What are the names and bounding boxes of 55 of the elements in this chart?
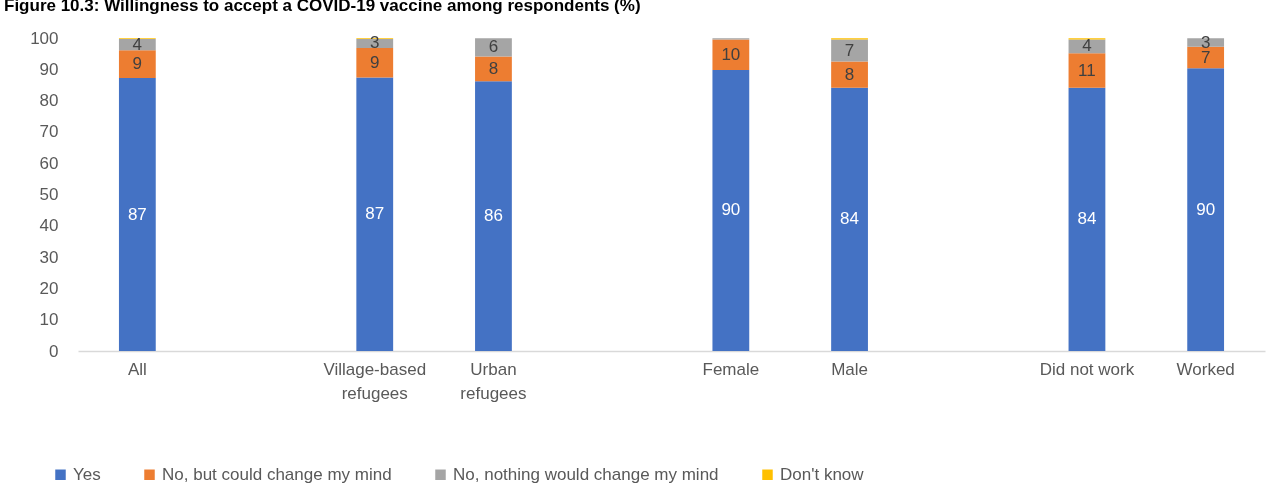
data-label: 6 — [488, 37, 499, 57]
bar — [831, 39, 868, 62]
bar — [1187, 46, 1225, 69]
y-tick-label: 0 — [49, 341, 59, 361]
bar — [356, 77, 394, 351]
legend-label: No, nothing would change my mind — [453, 464, 719, 484]
y-tick-label: 20 — [39, 278, 59, 298]
x-tick-label: Village-based refugees — [323, 359, 427, 403]
data-label: 87 — [127, 204, 147, 224]
bar — [1187, 68, 1225, 351]
data-label: 84 — [840, 209, 860, 229]
x-tick-label: Worked — [1176, 359, 1235, 379]
y-tick-label: 90 — [39, 59, 59, 79]
y-tick-label: 30 — [39, 247, 59, 267]
bar — [475, 81, 512, 351]
data-label: 90 — [721, 200, 741, 220]
bar — [1068, 53, 1106, 88]
data-label: 8 — [844, 64, 855, 84]
bar — [475, 56, 512, 82]
bar — [831, 87, 868, 351]
data-label: 86 — [483, 206, 503, 226]
bar — [712, 69, 750, 351]
bar — [1068, 87, 1106, 351]
y-tick-label: 100 — [30, 28, 59, 48]
data-label: 7 — [844, 40, 855, 60]
bar — [1187, 38, 1225, 47]
data-label: 4 — [132, 34, 143, 54]
legend-label: Don't know — [780, 464, 865, 484]
y-tick-label: 50 — [39, 185, 59, 204]
x-tick-label: Did not work — [1039, 359, 1135, 379]
y-tick-label: 60 — [39, 153, 59, 173]
bar — [118, 50, 156, 79]
y-tick-label: 40 — [39, 216, 59, 236]
data-label: 9 — [132, 54, 143, 74]
bar — [831, 61, 868, 88]
x-tick-label: All — [127, 359, 147, 379]
x-tick-label: Female — [702, 359, 760, 379]
y-tick-label: 10 — [39, 310, 59, 330]
data-label: 4 — [1082, 36, 1092, 56]
data-label: 84 — [1077, 209, 1097, 229]
y-tick-label: 80 — [39, 91, 59, 111]
bar — [356, 48, 394, 78]
data-label: 87 — [365, 204, 385, 224]
data-label: 90 — [1196, 199, 1216, 219]
y-tick-label: 70 — [39, 122, 59, 142]
data-label: 8 — [488, 58, 499, 78]
x-tick-label: Urban refugees — [460, 359, 527, 403]
x-tick-label: Male — [831, 359, 868, 379]
legend-label: Yes — [73, 464, 101, 484]
data-label: 10 — [721, 44, 741, 64]
data-label: 9 — [370, 52, 380, 72]
data-label: 11 — [1078, 60, 1096, 80]
data-label: 3 — [370, 33, 380, 53]
legend-label: No, but could change my mind — [162, 464, 392, 484]
bar — [118, 78, 156, 351]
